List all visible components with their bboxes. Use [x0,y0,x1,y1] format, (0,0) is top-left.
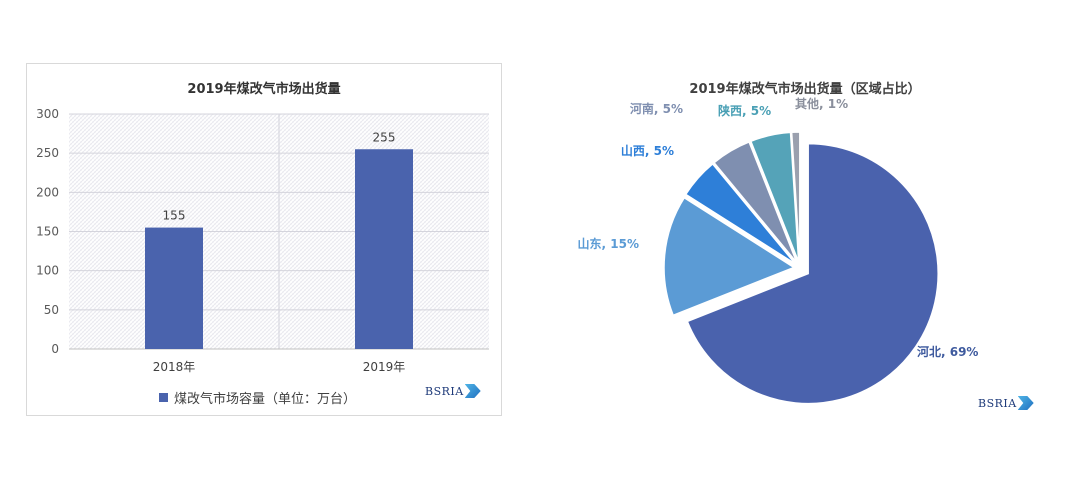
bsria-logo-right-text: BSRIA [978,396,1017,410]
y-tick-label: 250 [36,146,59,160]
slice-label: 河北, 69% [916,344,978,359]
legend-swatch [159,393,168,402]
slice-label: 其他, 1% [795,96,848,111]
bsria-logo: BSRIA [425,384,481,398]
slice-label: 山东, 15% [578,236,639,251]
bsria-logo-right-mark [1017,396,1034,410]
slice-label: 山西, 5% [621,143,674,158]
y-tick-label: 50 [44,303,59,317]
pie-chart-panel: 2019年煤改气市场出货量（区域占比） 河北, 69% 山东, 15% 山西, 5%… [555,63,1055,423]
y-tick-label: 200 [36,185,59,199]
x-tick-label: 2019年 [363,360,406,374]
bar-chart-legend: 煤改气市场容量（单位：万台） [159,388,356,407]
bsria-logo-text: BSRIA [425,384,464,398]
x-tick-label: 2018年 [153,360,196,374]
slice-label: 河南, 5% [629,101,683,116]
pie-slice [684,162,797,265]
legend-label: 煤改气市场容量（单位：万台） [174,392,357,407]
data-label: 155 [163,209,186,223]
pie-chart-svg: 河北, 69% 山东, 15% 山西, 5% 河南, 5% 陕西, 5% 其他, 1% [578,96,978,405]
data-label: 255 [373,130,396,144]
pie-slice [749,131,800,263]
bsria-logo-mark [464,384,481,398]
y-tick-label: 150 [36,225,59,239]
y-tick-label: 300 [36,107,59,121]
bar [145,227,203,349]
y-tick-label: 0 [51,342,59,356]
bar [355,149,413,349]
pie-slice [790,131,801,263]
bar-chart-panel: 2019年煤改气市场出货量 0 50 100 150 200 250 300 155 2018年… [26,63,502,416]
pie-slice [713,140,798,264]
y-tick-label: 100 [36,264,59,278]
slice-label: 陕西, 5% [718,103,771,118]
pie-chart-title: 2019年煤改气市场出货量（区域占比） [689,82,921,97]
bar-chart-svg: 0 50 100 150 200 250 300 155 2018年 255 2019年 [36,107,489,374]
pie-slice [663,196,796,317]
pie-slice [686,142,939,405]
bsria-logo-right: BSRIA [978,396,1034,410]
bar-chart-title: 2019年煤改气市场出货量 [187,82,341,97]
